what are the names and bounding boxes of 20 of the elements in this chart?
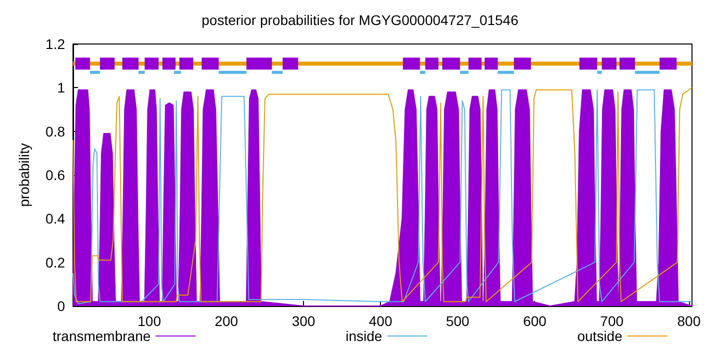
y-tick-label: 0.4 bbox=[46, 210, 66, 227]
x-tick-label: 200 bbox=[214, 313, 238, 329]
x-tick-label: 500 bbox=[446, 313, 470, 329]
x-tick-label: 300 bbox=[292, 313, 316, 329]
x-tick-label: 100 bbox=[138, 313, 162, 329]
legend-label: transmembrane bbox=[52, 328, 151, 344]
legend-label: inside bbox=[346, 328, 382, 344]
legend-label: outside bbox=[577, 328, 623, 344]
y-axis-title: probability bbox=[16, 143, 32, 207]
x-tick-label: 800 bbox=[677, 313, 701, 329]
chart-title: posterior probabilities for MGYG000004727_01546 bbox=[202, 12, 519, 28]
x-tick-label: 400 bbox=[368, 313, 392, 329]
y-tick-label: 0.2 bbox=[46, 254, 66, 270]
y-tick-label: 1.2 bbox=[46, 36, 66, 52]
y-tick-label: 1 bbox=[57, 80, 66, 96]
x-tick-label: 700 bbox=[600, 313, 624, 329]
x-tick-label: 600 bbox=[523, 313, 547, 329]
y-tick-label: 0.6 bbox=[46, 167, 66, 183]
y-tick-label: 0 bbox=[57, 298, 66, 314]
y-tick-label: 0.8 bbox=[46, 123, 66, 140]
